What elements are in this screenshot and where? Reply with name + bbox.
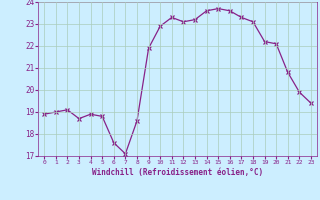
X-axis label: Windchill (Refroidissement éolien,°C): Windchill (Refroidissement éolien,°C) bbox=[92, 168, 263, 177]
